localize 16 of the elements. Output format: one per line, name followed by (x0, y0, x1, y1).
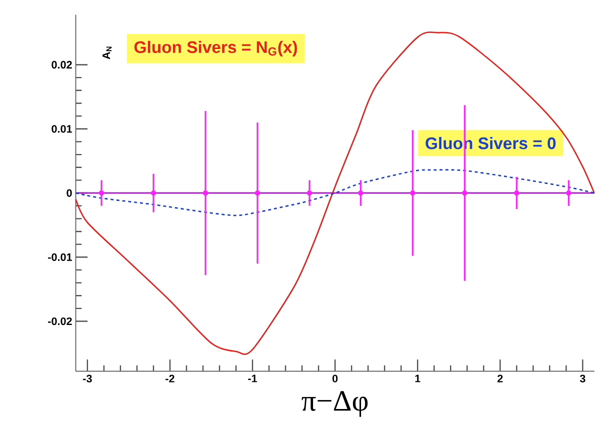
line-series (75, 168, 595, 216)
x-tick-label: 2 (497, 374, 503, 382)
x-tick-label: 0 (332, 374, 338, 382)
x-tick-label: 1 (415, 374, 420, 382)
text: Gluon Sivers = N$_{G}$(x) (134, 40, 297, 56)
x-tick-label: 3 (580, 374, 586, 382)
y-tick-label: 0.01 (52, 124, 72, 133)
y-tick-label: -0.02 (48, 317, 72, 325)
x-tick-label: -2 (166, 374, 174, 382)
y-axis-title: A$_{N}$ (102, 46, 112, 60)
x-tick-label: -3 (83, 374, 92, 382)
y-tick-label: 0 (66, 189, 72, 197)
x-tick-label: -1 (248, 374, 258, 382)
x-axis-title: π−Δφ (302, 390, 368, 417)
y-tick-label: -0.01 (48, 253, 72, 261)
y-tick-label: 0.02 (52, 60, 72, 68)
